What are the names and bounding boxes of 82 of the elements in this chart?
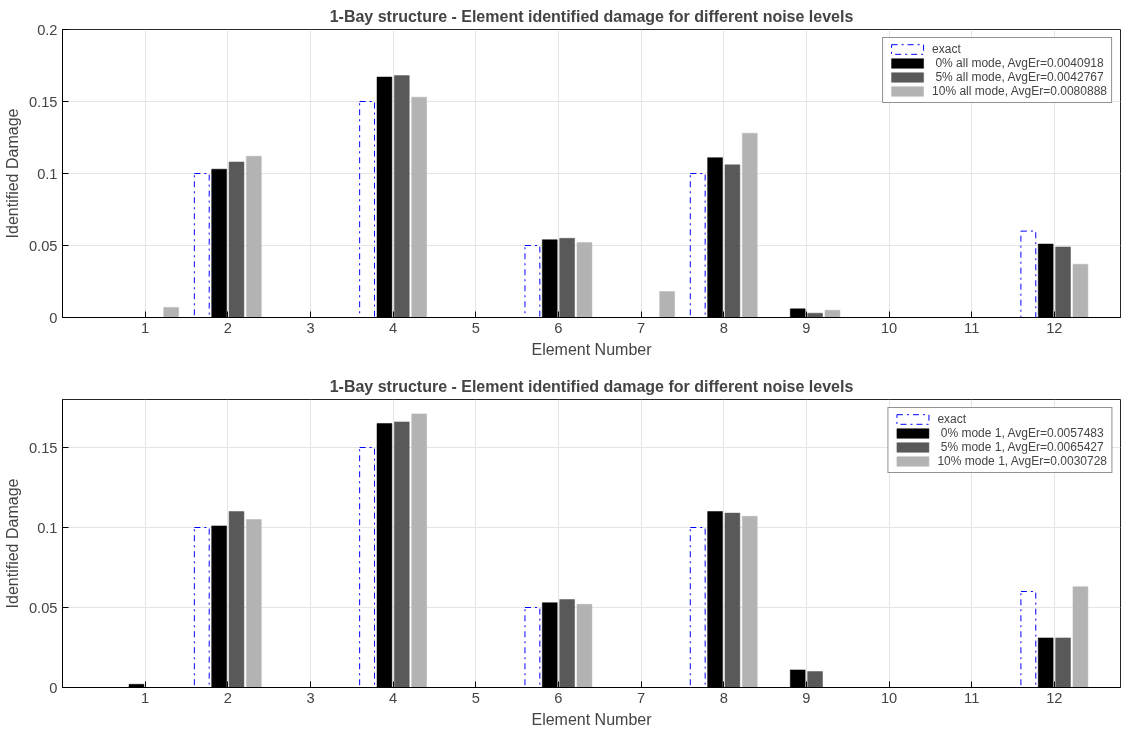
bar xyxy=(1020,230,1037,318)
x-tick-label: 3 xyxy=(306,689,315,706)
y-axis-title: Identified Damage xyxy=(3,108,21,239)
x-axis-title: Element Number xyxy=(531,710,653,728)
x-tick-label: 2 xyxy=(223,689,232,706)
bar xyxy=(193,527,210,688)
x-tick-label: 1 xyxy=(141,319,150,336)
legend-label: 10% all mode, AvgEr=0.0080888 xyxy=(932,84,1107,98)
bar xyxy=(576,604,593,688)
y-tick-label: 0 xyxy=(49,679,58,696)
x-tick-label: 4 xyxy=(389,689,398,706)
y-tick-label: 0.05 xyxy=(28,237,58,254)
y-tick-label: 0 xyxy=(49,309,58,326)
x-tick-label: 5 xyxy=(471,319,480,336)
bar xyxy=(659,291,675,318)
legend-label: 5% all mode, AvgEr=0.0042767 xyxy=(934,70,1104,84)
x-tick-label: 6 xyxy=(554,689,563,706)
x-tick-label: 12 xyxy=(1046,689,1063,706)
x-tick-label: 12 xyxy=(1046,319,1063,336)
bar xyxy=(411,413,427,688)
legend-label: 0% all mode, AvgEr=0.0040918 xyxy=(934,56,1104,70)
x-tick-label: 3 xyxy=(306,319,315,336)
bar xyxy=(163,307,179,318)
x-tick-label: 2 xyxy=(223,319,232,336)
x-tick-label: 10 xyxy=(880,319,898,336)
bar xyxy=(228,161,245,318)
y-tick-label: 0.15 xyxy=(28,93,58,110)
y-tick-label: 0.05 xyxy=(28,599,58,616)
y-axis-title: Identified Damage xyxy=(3,478,21,609)
bar xyxy=(228,511,245,688)
x-tick-label: 9 xyxy=(802,319,811,336)
bar xyxy=(359,447,376,688)
x-tick-label: 11 xyxy=(964,319,980,336)
y-tick-label: 0.15 xyxy=(28,439,58,456)
bar xyxy=(193,173,210,318)
x-tick-label: 8 xyxy=(719,689,728,706)
bar xyxy=(724,164,741,318)
bar xyxy=(524,607,541,688)
bar xyxy=(1072,263,1089,318)
bar xyxy=(576,242,593,318)
legend-label: 10% mode 1, AvgEr=0.0030728 xyxy=(937,454,1107,468)
bar xyxy=(689,173,706,318)
x-tick-label: 9 xyxy=(802,689,811,706)
bar xyxy=(559,599,575,688)
bar xyxy=(1020,591,1037,688)
bar xyxy=(742,516,758,688)
bar xyxy=(807,671,823,688)
legend-label: exact xyxy=(932,42,961,56)
chart-title: 1-Bay structure - Element identified damage for different noise levels xyxy=(329,377,854,395)
x-tick-label: 11 xyxy=(964,689,980,706)
bar xyxy=(742,132,758,318)
x-tick-label: 8 xyxy=(719,319,728,336)
bar xyxy=(1055,637,1071,688)
x-tick-label: 6 xyxy=(554,319,563,336)
bar xyxy=(524,245,541,318)
x-tick-label: 10 xyxy=(880,689,898,706)
legend-label: 0% mode 1, AvgEr=0.0057483 xyxy=(939,426,1104,440)
bar xyxy=(559,238,575,318)
bar xyxy=(1055,246,1071,318)
y-tick-label: 0.1 xyxy=(37,165,58,182)
bar xyxy=(411,96,427,318)
y-tick-label: 0.2 xyxy=(37,21,58,38)
x-tick-label: 4 xyxy=(389,319,398,336)
x-tick-label: 1 xyxy=(141,689,150,706)
bar xyxy=(394,75,410,318)
bar xyxy=(394,421,410,688)
bar xyxy=(689,527,706,688)
bar xyxy=(824,310,841,318)
legend-label: 5% mode 1, AvgEr=0.0065427 xyxy=(939,440,1104,454)
x-tick-label: 7 xyxy=(637,319,646,336)
bar xyxy=(724,512,741,688)
y-tick-label: 0.1 xyxy=(37,519,58,536)
x-tick-label: 5 xyxy=(471,689,480,706)
bar xyxy=(1072,586,1089,688)
bar xyxy=(246,519,262,688)
bar xyxy=(807,312,823,318)
legend-label: exact xyxy=(937,412,967,426)
bar xyxy=(359,101,376,318)
chart-title: 1-Bay structure - Element identified damage for different noise levels xyxy=(329,7,854,25)
x-axis-title: Element Number xyxy=(531,340,653,358)
bar xyxy=(246,155,262,318)
x-tick-label: 7 xyxy=(637,689,646,706)
